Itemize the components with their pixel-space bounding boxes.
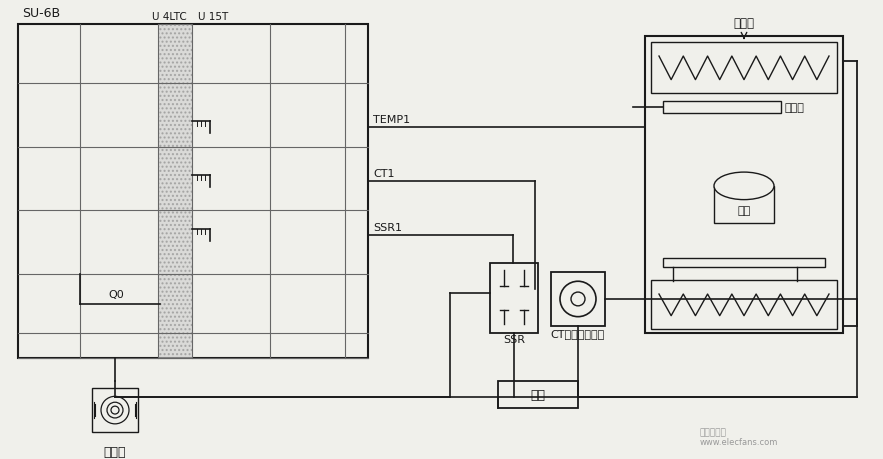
Bar (645, 37, 843, 334)
Text: SSR: SSR (503, 335, 525, 344)
Text: CT1: CT1 (373, 168, 395, 179)
Text: 面包: 面包 (737, 206, 751, 216)
Text: CT：电流检知器: CT：电流检知器 (551, 329, 605, 339)
Bar (651, 280, 837, 330)
Bar (498, 381, 578, 408)
Text: SSR1: SSR1 (373, 223, 402, 233)
Bar (663, 102, 781, 114)
Text: 加热器: 加热器 (734, 17, 754, 30)
Bar (714, 186, 774, 224)
Text: 电源: 电源 (531, 388, 546, 401)
Bar (18, 24, 368, 358)
Bar (551, 273, 605, 326)
Text: www.elecfans.com: www.elecfans.com (700, 437, 779, 446)
Text: Q0: Q0 (108, 289, 124, 299)
Bar (490, 263, 538, 334)
Text: SU-6B: SU-6B (22, 6, 60, 20)
Ellipse shape (714, 173, 774, 200)
Text: 电子发发网: 电子发发网 (700, 428, 727, 437)
Text: 蜂鸣器: 蜂鸣器 (103, 444, 126, 458)
Text: 热电对: 热电对 (785, 103, 805, 113)
Text: TEMP1: TEMP1 (373, 115, 410, 125)
Bar (663, 258, 825, 268)
Text: U 15T: U 15T (198, 11, 228, 22)
Bar (651, 43, 837, 94)
Bar (92, 389, 138, 432)
Bar (158, 24, 192, 358)
Text: U 4LTC: U 4LTC (152, 11, 186, 22)
